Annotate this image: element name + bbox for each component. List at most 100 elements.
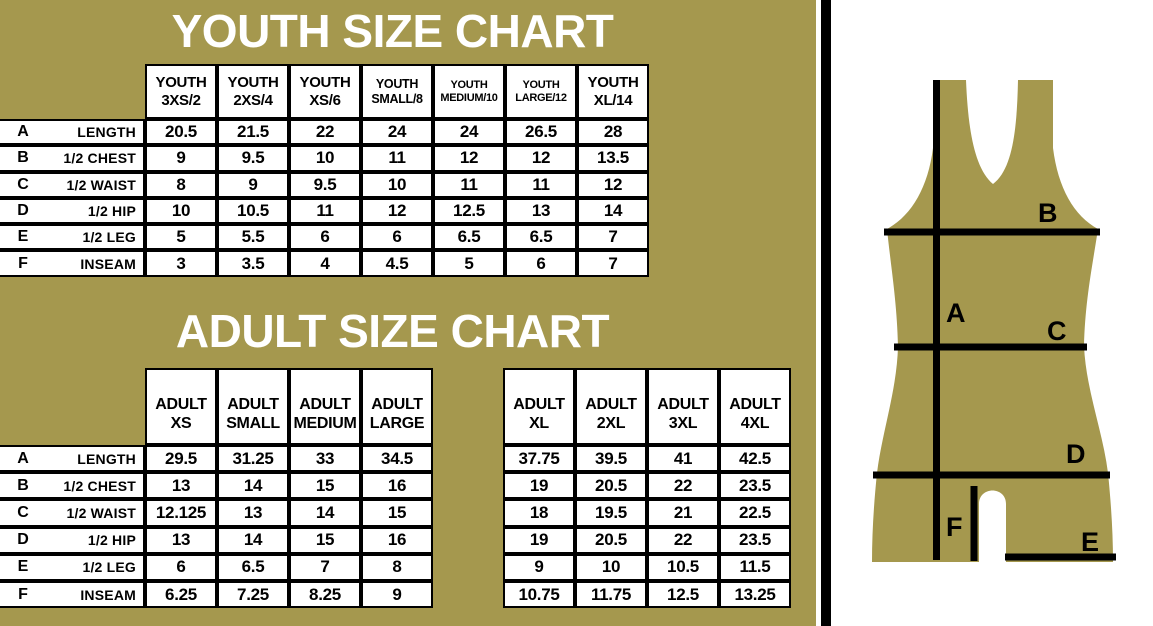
column-header: ADULT LARGE <box>361 368 433 445</box>
column-header: ADULT 2XL <box>575 368 647 445</box>
value-cell: 39.5 <box>575 445 647 473</box>
value-cell: 13 <box>217 499 289 527</box>
value-cell: 18 <box>503 499 575 527</box>
measure-label-c: C <box>1047 316 1067 346</box>
value-cell: 23.5 <box>719 472 791 500</box>
value-cell: 7 <box>289 553 361 581</box>
column-header: YOUTH MEDIUM/10 <box>433 64 505 119</box>
singlet-shape <box>872 80 1113 562</box>
value-cell: 20.5 <box>575 472 647 500</box>
value-cell: 10.75 <box>503 580 575 609</box>
column-header: YOUTH SMALL/8 <box>361 64 433 119</box>
value-cell: 22.5 <box>719 499 791 527</box>
value-cell: 4.5 <box>361 250 433 277</box>
row-label: A LENGTH <box>0 119 145 146</box>
value-cell: 23.5 <box>719 526 791 554</box>
value-cell: 14 <box>289 499 361 527</box>
value-cell: 13.25 <box>719 580 791 609</box>
vertical-divider <box>821 0 831 626</box>
measure-label-e: E <box>1081 527 1099 557</box>
value-cell: 9 <box>503 553 575 581</box>
value-cell: 19 <box>503 472 575 500</box>
value-cell: 9 <box>145 145 217 172</box>
value-cell: 12 <box>433 145 505 172</box>
value-cell: 12.5 <box>647 580 719 609</box>
youth-chart-title: YOUTH SIZE CHART <box>171 5 614 57</box>
row-label: D 1/2 HIP <box>0 526 145 554</box>
value-cell: 28 <box>577 119 649 146</box>
column-header: ADULT XS <box>145 368 217 445</box>
value-cell: 9.5 <box>217 145 289 172</box>
value-cell: 14 <box>577 197 649 225</box>
column-header: ADULT XL <box>503 368 575 445</box>
value-cell: 3.5 <box>217 250 289 277</box>
column-header: YOUTH XL/14 <box>577 64 649 119</box>
value-cell: 16 <box>361 472 433 500</box>
value-cell: 12.125 <box>145 499 217 527</box>
value-cell: 9 <box>361 580 433 609</box>
value-cell: 6 <box>289 224 361 251</box>
value-cell: 8.25 <box>289 580 361 609</box>
value-cell: 10.5 <box>217 197 289 225</box>
value-cell: 9 <box>217 171 289 198</box>
value-cell: 15 <box>361 499 433 527</box>
value-cell: 22 <box>289 119 361 146</box>
value-cell: 6 <box>145 553 217 581</box>
value-cell: 11 <box>361 145 433 172</box>
value-cell: 13 <box>145 526 217 554</box>
value-cell: 24 <box>361 119 433 146</box>
value-cell: 15 <box>289 526 361 554</box>
value-cell: 7 <box>577 224 649 251</box>
value-cell: 6.25 <box>145 580 217 609</box>
adult-size-table-group1: ADULT XS ADULT SMALL ADULT MEDIUM ADULT LARGE A L… <box>0 368 433 609</box>
value-cell: 5 <box>433 250 505 277</box>
value-cell: 31.25 <box>217 445 289 473</box>
value-cell: 14 <box>217 472 289 500</box>
value-cell: 19 <box>503 526 575 554</box>
row-label: E 1/2 LEG <box>0 553 145 581</box>
row-label: B 1/2 CHEST <box>0 145 145 172</box>
value-cell: 29.5 <box>145 445 217 473</box>
value-cell: 34.5 <box>361 445 433 473</box>
youth-size-table: YOUTH 3XS/2 YOUTH 2XS/4 YOUTH XS/6 YOUTH SMALL/… <box>0 64 649 277</box>
value-cell: 12 <box>577 171 649 198</box>
column-header: ADULT 4XL <box>719 368 791 445</box>
row-label: E 1/2 LEG <box>0 224 145 251</box>
row-label: C 1/2 WAIST <box>0 499 145 527</box>
row-label: F INSEAM <box>0 250 145 277</box>
chart-panel: YOUTH SIZE CHART YOUTH 3XS/2 YOUTH 2XS/4 YOU… <box>0 0 816 626</box>
measure-label-a: A <box>946 298 966 328</box>
value-cell: 6.5 <box>505 224 577 251</box>
value-cell: 11 <box>289 197 361 225</box>
value-cell: 12 <box>505 145 577 172</box>
value-cell: 13 <box>145 472 217 500</box>
value-cell: 10.5 <box>647 553 719 581</box>
value-cell: 13.5 <box>577 145 649 172</box>
value-cell: 11.5 <box>719 553 791 581</box>
value-cell: 5 <box>145 224 217 251</box>
adult-chart-title: ADULT SIZE CHART <box>175 305 610 357</box>
value-cell: 21.5 <box>217 119 289 146</box>
row-label: F INSEAM <box>0 580 145 609</box>
value-cell: 42.5 <box>719 445 791 473</box>
measure-label-b: B <box>1038 198 1058 228</box>
column-header: YOUTH XS/6 <box>289 64 361 119</box>
value-cell: 8 <box>145 171 217 198</box>
value-cell: 16 <box>361 526 433 554</box>
column-header: YOUTH 2XS/4 <box>217 64 289 119</box>
value-cell: 22 <box>647 472 719 500</box>
column-header: ADULT SMALL <box>217 368 289 445</box>
value-cell: 24 <box>433 119 505 146</box>
value-cell: 11.75 <box>575 580 647 609</box>
value-cell: 11 <box>505 171 577 198</box>
measure-label-f: F <box>946 512 963 542</box>
row-label: A LENGTH <box>0 445 145 473</box>
value-cell: 10 <box>289 145 361 172</box>
value-cell: 41 <box>647 445 719 473</box>
value-cell: 10 <box>575 553 647 581</box>
value-cell: 10 <box>361 171 433 198</box>
value-cell: 33 <box>289 445 361 473</box>
value-cell: 20.5 <box>145 119 217 146</box>
measure-label-d: D <box>1066 439 1086 469</box>
